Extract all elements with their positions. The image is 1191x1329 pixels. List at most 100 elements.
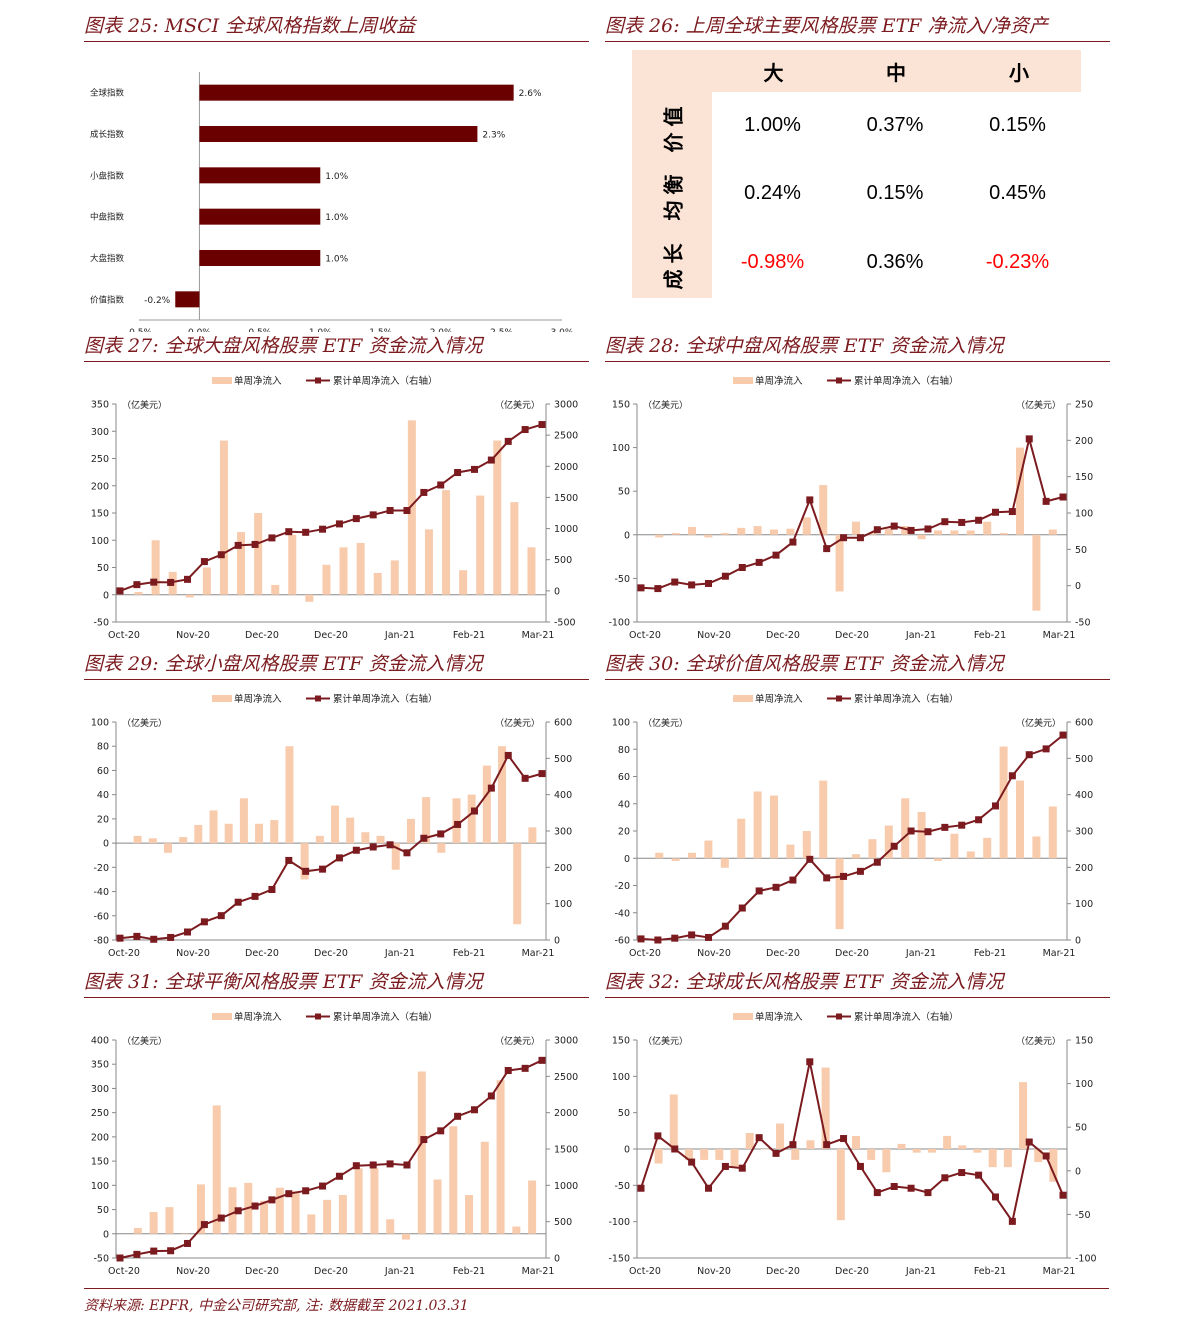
fig32-line-point [958, 1169, 966, 1177]
fig31-line-point [454, 1112, 462, 1120]
fig30-right-tick-label: 400 [1075, 790, 1093, 801]
fig27-left-tick-label: 50 [97, 563, 109, 574]
fig29-left-tick-label: 60 [97, 766, 109, 777]
fig29-x-tick-label: Dec-20 [314, 948, 348, 959]
fig30-bar [983, 837, 992, 859]
fig28-line-point [789, 538, 797, 546]
fig31-right-tick-label: 1000 [554, 1181, 578, 1192]
fig32-line-point [637, 1184, 645, 1192]
fig28-bar [671, 533, 680, 535]
fig28-line-point [1025, 435, 1033, 443]
fig26-table: 大 中 小 价值 1.00% 0.37% 0.15% 均衡 0.24% 0.15… [632, 50, 1081, 298]
fig29-line-point [234, 898, 242, 906]
fig27-bar [356, 542, 365, 595]
fig27-line-point [521, 426, 529, 434]
fig28-bar [786, 528, 795, 535]
fig28-line-point [958, 518, 966, 526]
fig32-line-point [654, 1132, 662, 1140]
fig31-bar [480, 1141, 489, 1234]
fig32-line-point [1008, 1217, 1016, 1225]
fig28-bar [901, 526, 910, 535]
col-header-large: 大 [712, 50, 835, 92]
fig29-bar [406, 818, 415, 844]
fig29-bar [300, 843, 309, 880]
fig31-bar [196, 1184, 205, 1234]
fig29-legend-bar-swatch [212, 695, 232, 702]
fig28-bar [753, 526, 762, 535]
fig31-line-point [285, 1190, 293, 1198]
fig27-line-point [200, 558, 208, 566]
fig27-right-tick-label: 2500 [554, 431, 578, 442]
fig30-bar [737, 818, 746, 859]
row-label-growth-text: 成长 [661, 237, 686, 289]
fig32-line-point [789, 1141, 797, 1149]
fig28-line-point [654, 585, 662, 593]
fig32-line-point [1025, 1138, 1033, 1146]
fig27-line-point [268, 534, 276, 542]
fig29-x-tick-label: Nov-20 [176, 948, 210, 959]
fig31-x-tick-label: Feb-21 [453, 1266, 485, 1277]
fig30-bar [802, 831, 811, 859]
fig25-title: 图表 25: MSCI 全球风格指数上周收益 [84, 12, 589, 42]
fig30-bar [753, 791, 762, 859]
fig32-line-point [975, 1171, 983, 1179]
fig30-x-tick-label: Oct-20 [629, 948, 661, 959]
fig25-x-tick-label: -0.5% [126, 328, 153, 332]
fig27-bar [493, 440, 502, 595]
fig30-bar [884, 825, 893, 859]
fig28-bar [1016, 447, 1024, 535]
fig30-legend-bar-swatch [733, 695, 753, 702]
fig28-line-point [1042, 497, 1050, 505]
fig32-x-tick-label: Feb-21 [974, 1266, 1006, 1277]
fig31-bar [449, 1126, 458, 1234]
fig28-line-point [721, 572, 729, 580]
fig28-legend-bar-label: 单周净流入 [755, 375, 803, 387]
fig29-title: 图表 29: 全球小盘风格股票 ETF 资金流入情况 [84, 650, 589, 680]
fig32-line-point [991, 1193, 999, 1201]
fig25-x-tick-label: 2.0% [430, 328, 453, 332]
fig32-left-tick-label: 100 [612, 1072, 630, 1083]
fig28-left-tick-label: 150 [612, 400, 630, 411]
fig29-bar [148, 838, 157, 844]
fig27-line-point [352, 515, 360, 523]
fig29-left-tick-label: 20 [97, 814, 109, 825]
fig29-bar [224, 823, 233, 844]
fig32-right-tick-label: 150 [1075, 1036, 1093, 1047]
fig32-legend-bar-label: 单周净流入 [755, 1011, 803, 1023]
fig27-bar [390, 560, 399, 595]
fig28-panel: 图表 28: 全球中盘风格股票 ETF 资金流入情况 单周净流入 累计单周净流入（… [605, 332, 1110, 644]
fig32-line-point [688, 1158, 696, 1166]
fig30-left-tick-label: 0 [624, 854, 630, 865]
cell-growth-mid: 0.36% [835, 228, 955, 296]
fig30-left-unit: （亿美元） [643, 717, 688, 729]
fig27-right-tick-label: 2000 [554, 462, 578, 473]
fig30-line-point [941, 823, 949, 831]
fig29-left-tick-label: 0 [103, 839, 109, 850]
fig27-bar [254, 513, 263, 595]
fig29-left-tick-label: 100 [91, 718, 109, 729]
fig32-bar [836, 1149, 845, 1221]
fig30-bar [720, 858, 729, 868]
fig29-right-tick-label: 400 [554, 790, 572, 801]
fig28-bar [917, 534, 926, 540]
fig31-title: 图表 31: 全球平衡风格股票 ETF 资金流入情况 [84, 968, 589, 998]
fig25-bar [175, 291, 200, 308]
fig28-x-tick-label: Mar-21 [1043, 630, 1076, 641]
fig28-left-tick-label: -100 [608, 618, 630, 629]
fig31-line-point [116, 1254, 124, 1262]
fig28-line-point [772, 551, 780, 559]
row-label-growth: 成长 [632, 228, 712, 298]
fig27-line-point [420, 488, 428, 496]
fig30-line-point [721, 922, 729, 930]
fig30-legend-line-label: 累计单周净流入（右轴） [854, 693, 959, 705]
fig29-line-point [200, 918, 208, 926]
fig28-right-unit: （亿美元） [1016, 399, 1061, 411]
fig30-chart: 单周净流入 累计单周净流入（右轴） （亿美元） （亿美元） -60 -40 -20 0 20 40… [612, 693, 1093, 959]
fig31-line-point [420, 1136, 428, 1144]
fig30-x-tick-label: Nov-20 [697, 948, 731, 959]
fig32-bar [1049, 1149, 1058, 1182]
fig31-bar [165, 1207, 174, 1234]
fig29-chart: 单周净流入 累计单周净流入（右轴） （亿美元） （亿美元） -80 -60 -40 -20 0 2… [91, 693, 572, 959]
fig32-x-tick-label: Mar-21 [1043, 1266, 1076, 1277]
fig30-bar [704, 840, 713, 859]
